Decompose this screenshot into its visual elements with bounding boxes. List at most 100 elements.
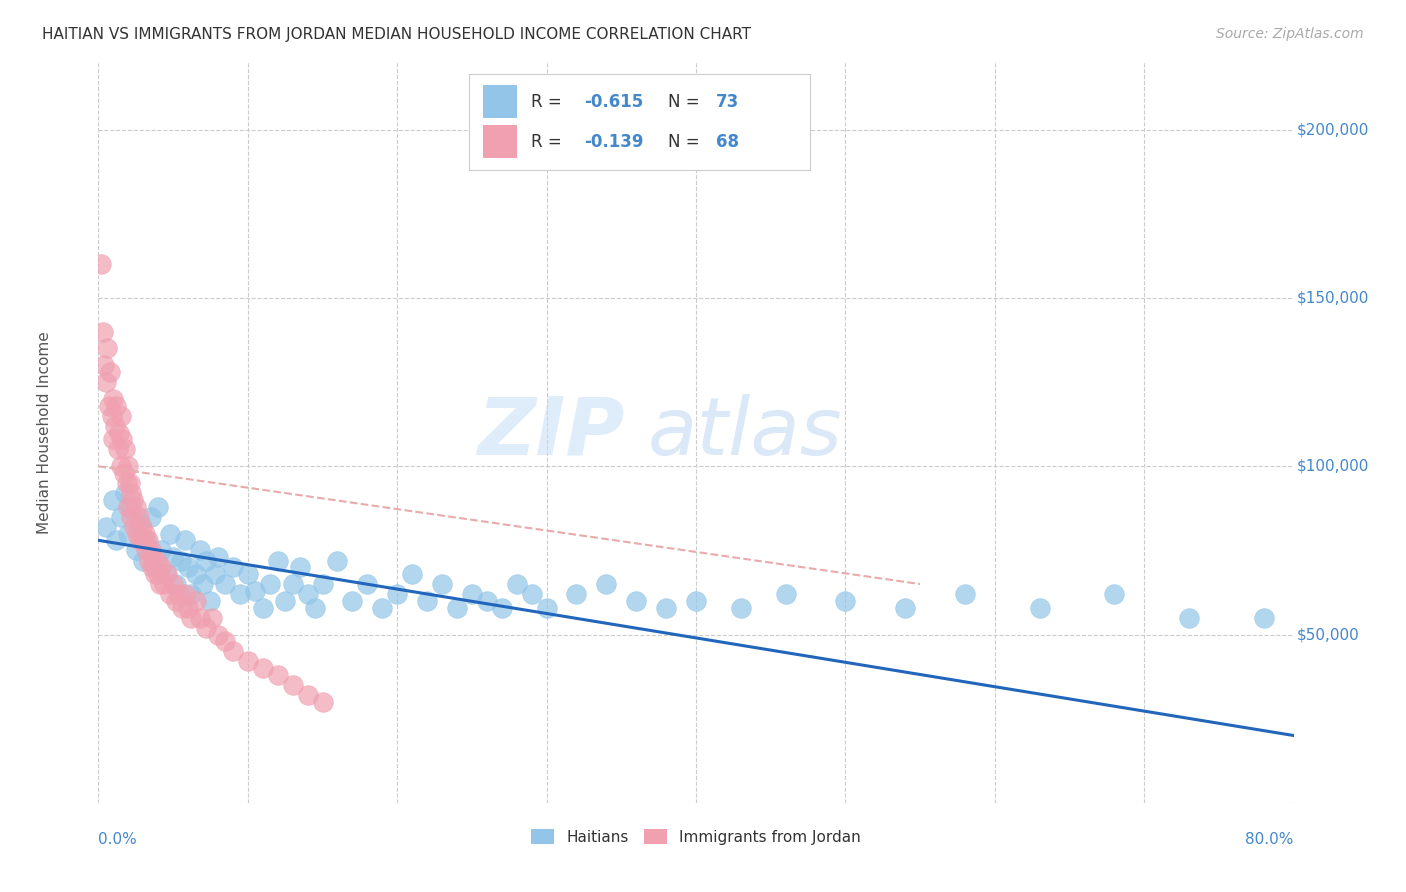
Point (491, 600, 513, 615)
Point (98, 365, 122, 379)
FancyBboxPatch shape (484, 125, 517, 158)
Point (342, 594, 364, 608)
Point (110, 459, 132, 474)
Point (142, 553, 165, 567)
Point (101, 409, 124, 423)
Point (145, 553, 167, 567)
Point (356, 577, 378, 591)
Point (222, 644, 245, 658)
Point (446, 600, 468, 615)
Point (138, 553, 160, 567)
Point (129, 533, 152, 548)
Point (180, 587, 202, 601)
Point (165, 577, 187, 591)
Point (252, 600, 274, 615)
Point (132, 533, 155, 548)
Text: $50,000: $50,000 (1298, 627, 1360, 642)
Point (174, 533, 197, 548)
Point (416, 594, 439, 608)
Point (150, 560, 173, 574)
Point (304, 600, 326, 615)
Point (103, 392, 125, 406)
Text: $200,000: $200,000 (1298, 122, 1369, 137)
Point (107, 442, 129, 457)
Point (136, 533, 159, 548)
Point (150, 543, 173, 558)
Point (207, 627, 229, 641)
Point (214, 577, 236, 591)
Point (385, 587, 409, 601)
Point (128, 509, 150, 524)
Text: N =: N = (668, 133, 706, 151)
Point (953, 587, 976, 601)
Point (139, 543, 162, 558)
Point (105, 399, 128, 413)
Text: ZIP: ZIP (477, 393, 624, 472)
Point (169, 553, 191, 567)
Point (685, 594, 707, 608)
Text: R =: R = (531, 93, 567, 111)
Point (105, 533, 128, 548)
Point (188, 543, 211, 558)
Point (195, 553, 218, 567)
Point (90, 257, 112, 271)
Point (311, 577, 333, 591)
Point (1028, 600, 1050, 615)
Text: 68: 68 (716, 133, 740, 151)
Point (626, 594, 648, 608)
Point (834, 594, 856, 608)
Point (201, 610, 224, 624)
Text: -0.615: -0.615 (583, 93, 643, 111)
Point (159, 526, 181, 541)
Point (162, 577, 184, 591)
Point (132, 553, 155, 567)
Point (120, 500, 142, 514)
Point (475, 594, 498, 608)
Point (267, 668, 290, 682)
Point (94, 520, 117, 534)
Point (149, 577, 172, 591)
Text: 0.0%: 0.0% (98, 832, 138, 847)
Point (114, 442, 136, 457)
Point (153, 577, 176, 591)
Point (159, 587, 181, 601)
Point (134, 526, 156, 541)
Point (108, 425, 131, 440)
Point (129, 516, 152, 531)
Point (775, 587, 797, 601)
Point (162, 550, 184, 565)
Point (117, 526, 139, 541)
Point (131, 520, 153, 534)
Point (177, 560, 200, 574)
Point (165, 594, 187, 608)
Text: N =: N = (668, 93, 706, 111)
Point (236, 655, 259, 669)
Point (204, 566, 226, 581)
Point (1178, 610, 1201, 624)
Text: R =: R = (531, 133, 567, 151)
Point (188, 610, 211, 624)
Point (177, 600, 200, 615)
Point (894, 600, 917, 615)
Point (139, 509, 162, 524)
Point (121, 492, 143, 507)
Point (103, 433, 125, 447)
Point (96, 342, 118, 356)
Point (172, 600, 194, 615)
Point (207, 550, 229, 565)
Text: 73: 73 (716, 93, 740, 111)
Point (222, 560, 245, 574)
Point (111, 433, 134, 447)
Point (118, 476, 141, 491)
Point (252, 661, 274, 675)
Point (156, 566, 179, 581)
Point (180, 610, 202, 624)
Point (267, 553, 290, 567)
Point (117, 500, 139, 514)
Point (288, 560, 311, 574)
Text: Median Household Income: Median Household Income (37, 331, 52, 534)
Point (124, 520, 146, 534)
Text: Source: ZipAtlas.com: Source: ZipAtlas.com (1216, 27, 1364, 41)
Point (103, 492, 125, 507)
Point (297, 688, 319, 702)
